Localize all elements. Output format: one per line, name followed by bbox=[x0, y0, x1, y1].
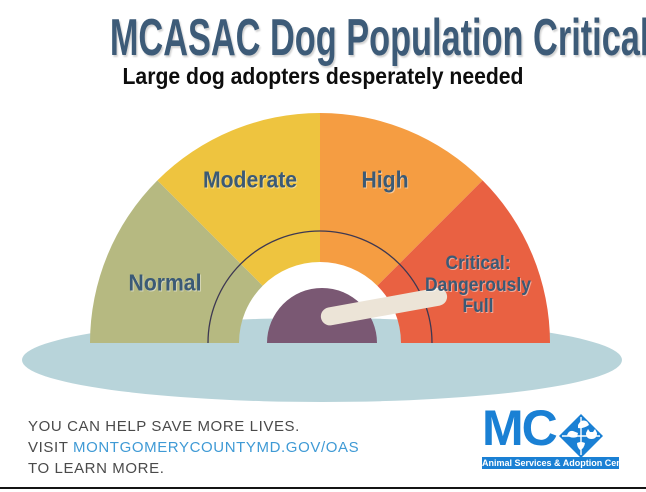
gauge-segment-normal bbox=[90, 180, 263, 343]
gauge-label-critical: Critical: Dangerously Full bbox=[425, 253, 531, 318]
gauge-label-critical-line1: Critical: bbox=[445, 252, 511, 274]
gauge-segment-moderate bbox=[157, 113, 320, 286]
gauge-label-critical-line2: Dangerously bbox=[425, 274, 531, 296]
page-subtitle: Large dog adopters desperately needed bbox=[122, 63, 524, 89]
gauge-needle bbox=[320, 287, 448, 326]
footer-message: YOU CAN HELP SAVE MORE LIVES. VISIT MONT… bbox=[28, 416, 359, 479]
gauge-label-high: High bbox=[361, 166, 409, 193]
gauge-label-normal: Normal bbox=[128, 269, 202, 296]
animal-silhouettes-diamond-icon bbox=[559, 414, 603, 458]
gauge-label-critical-line3: Full bbox=[462, 295, 494, 317]
footer-line2: VISIT MONTGOMERYCOUNTYMD.GOV/OAS bbox=[28, 437, 359, 458]
footer-line1: YOU CAN HELP SAVE MORE LIVES. bbox=[28, 418, 300, 435]
footer-line2-prefix: VISIT bbox=[28, 439, 74, 456]
footer-line3: TO LEARN MORE. bbox=[28, 460, 165, 477]
logo-mc-text: MC bbox=[482, 400, 558, 456]
gauge-segment-high bbox=[320, 113, 483, 286]
footer-link-url[interactable]: MONTGOMERYCOUNTYMD.GOV/OAS bbox=[73, 439, 360, 456]
logo-tagline: Animal Services & Adoption Center bbox=[482, 457, 634, 469]
mcasac-logo: MC Animal Services & Adoption Center bbox=[482, 400, 634, 473]
bottom-border-line bbox=[0, 487, 646, 489]
gauge-label-moderate: Moderate bbox=[202, 166, 298, 193]
